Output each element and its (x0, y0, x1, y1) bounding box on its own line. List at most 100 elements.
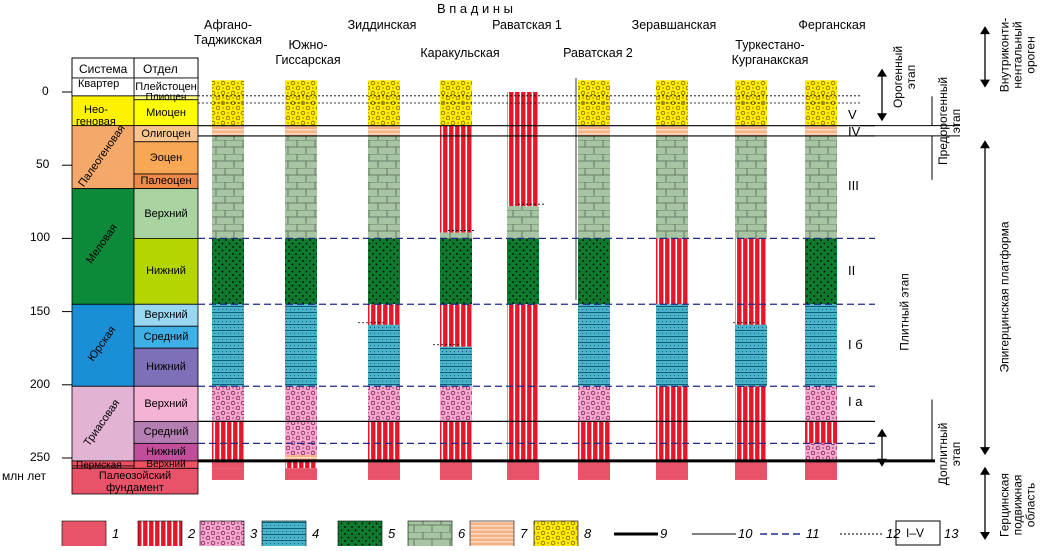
basin-column (578, 80, 610, 480)
legend-swatch (199, 520, 245, 548)
legend-swatch (137, 520, 183, 548)
section-label: Миоцен (146, 106, 186, 119)
lithology-segment (285, 80, 317, 126)
legend-box-text: I–V (906, 526, 925, 540)
section-label: Верхний (144, 207, 188, 220)
basin-title: Зеравшанская (631, 18, 717, 32)
system-box (71, 385, 135, 462)
lithology-segment (440, 232, 472, 239)
system-box (71, 77, 135, 97)
section-box (133, 99, 199, 127)
basin-title: Афгано- Таджикская (194, 18, 262, 47)
legend-number: 2 (188, 526, 196, 541)
system-box (71, 303, 135, 387)
section-label: Верхний (144, 309, 188, 322)
axis-tick-label: 100 (30, 230, 51, 245)
system-label: Пермская (76, 460, 122, 472)
lithology-segment (285, 460, 317, 469)
lithology-segment (285, 386, 317, 434)
basin-title: Зиддинская (347, 18, 417, 32)
basin-columns (212, 78, 837, 480)
lithology-segment (805, 386, 837, 422)
section-label: Верхний (144, 397, 188, 410)
section-label: Средний (143, 426, 189, 439)
top-title: В п а д и н ы (437, 1, 513, 16)
stratigraphic-scale (62, 57, 199, 495)
lithology-segment (368, 125, 400, 136)
lithology-segment (212, 135, 244, 239)
system-box (71, 188, 135, 305)
lithology-segment (212, 304, 244, 387)
lithology-segment (368, 460, 400, 480)
legend-swatch (337, 520, 383, 548)
lithology-segment (440, 346, 472, 387)
basin-column (805, 80, 837, 480)
legend-number: 1 (112, 526, 120, 541)
lithology-segment (507, 304, 539, 461)
lithology-segment (805, 443, 837, 461)
lithology-segment (735, 238, 767, 325)
lithology-segment (578, 421, 610, 461)
lithology-segment (578, 125, 610, 136)
lithology-segment (212, 125, 244, 136)
section-label: Верхний (146, 458, 186, 470)
section-label: Средний (143, 331, 189, 344)
basin-title: Туркестано- Курганакская (731, 38, 809, 67)
legend-number: 13 (944, 526, 959, 541)
basin-column (507, 92, 539, 480)
complex-label: I б (848, 337, 863, 353)
axis-tick-label: 150 (30, 303, 51, 318)
system-label: Нео- геновая (76, 103, 116, 128)
lithology-segment (212, 238, 244, 305)
system-box (71, 467, 199, 495)
lithology-segment (578, 386, 610, 422)
lithology-segment (368, 421, 400, 461)
arrow-head (877, 113, 887, 122)
section-label: Плиоцен (145, 91, 187, 103)
lithology-segment (368, 238, 400, 305)
lithology-segment (440, 125, 472, 233)
lithology-segment (578, 238, 610, 305)
basin-column (368, 80, 400, 480)
stage-epihercynian-platform: Эпигерцинская платформа (997, 221, 1012, 373)
lithology-segment (805, 80, 837, 126)
boundary-lines (198, 95, 935, 463)
lithology-segment (805, 135, 837, 239)
arrow-head (980, 466, 990, 475)
header-system: Система (79, 62, 128, 76)
basin-column (656, 80, 688, 480)
basin-column (212, 80, 244, 480)
system-label: Палеозойский фундамент (98, 470, 172, 495)
lithology-segment (805, 460, 837, 480)
section-box (133, 141, 199, 175)
lithology-segment (578, 460, 610, 480)
stage-pre-plate: Доплитный этап (936, 422, 963, 485)
legend-number: 11 (806, 526, 820, 541)
stage-plate: Плитный этап (897, 272, 912, 351)
lithology-segment (285, 125, 317, 136)
lithology-segment (656, 125, 688, 136)
lithology-segment (285, 468, 317, 480)
legend-number: 9 (660, 526, 668, 541)
lithology-segment (285, 135, 317, 239)
basin-title: Каракульская (420, 46, 500, 60)
complex-label: II (848, 262, 856, 278)
legend-number: 7 (520, 526, 528, 541)
lithology-segment (578, 135, 610, 239)
lithology-segment (285, 238, 317, 305)
lithology-segment (656, 304, 688, 387)
basin-column (440, 80, 472, 480)
legend-number: 12 (886, 526, 901, 541)
lithology-segment (656, 135, 688, 239)
lithology-segment (440, 238, 472, 305)
lithology-segment (507, 206, 539, 239)
basin-column (285, 80, 317, 480)
arrow-head (980, 447, 990, 456)
lithology-segment (805, 238, 837, 305)
lithology-segment (285, 455, 317, 461)
legend-swatch (61, 520, 107, 548)
lithology-segment (656, 238, 688, 305)
stage-orogenic: Орогенный этап (891, 46, 918, 109)
section-box (133, 347, 199, 387)
